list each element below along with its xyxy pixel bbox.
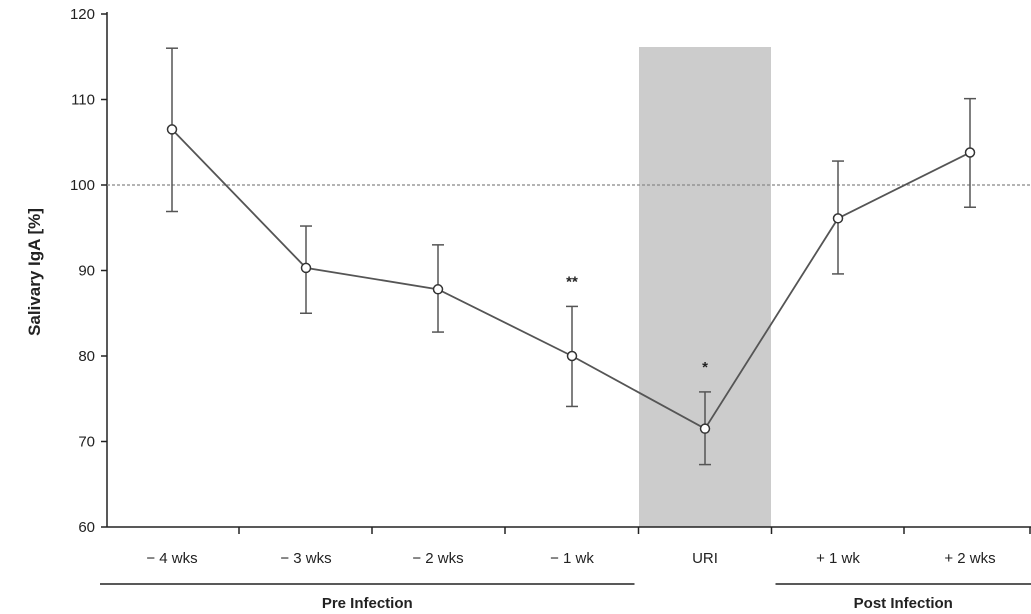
significance-marker: ** — [566, 273, 578, 290]
group-label: Pre Infection — [322, 595, 413, 612]
axes: 60 70 80 90 100 110 120 − 4 wks − 3 wks − 2 wks − … — [70, 6, 1031, 567]
y-tick-label: 120 — [70, 6, 95, 23]
data-points — [166, 124, 976, 434]
data-point — [432, 284, 444, 295]
significance-marker: * — [702, 359, 708, 376]
x-tick-label: + 1 wk — [816, 550, 860, 567]
data-point — [832, 213, 844, 224]
y-axis-title: Salivary IgA [%] — [25, 208, 44, 336]
data-point — [964, 147, 976, 158]
y-tick-label: 90 — [78, 263, 95, 280]
group-labels: Pre Infection Post Infection — [100, 583, 1031, 612]
data-point — [566, 350, 578, 362]
group-label: Post Infection — [854, 595, 953, 612]
y-tick-label: 110 — [71, 92, 95, 109]
x-tick-label: − 4 wks — [146, 550, 197, 567]
x-tick-label: + 2 wks — [944, 550, 995, 567]
data-point — [300, 262, 312, 274]
y-tick-label: 100 — [70, 177, 95, 194]
x-tick-label: − 2 wks — [412, 550, 463, 567]
significance-annotations: *** — [566, 273, 708, 376]
x-tick-label: − 3 wks — [280, 550, 331, 567]
error-bars — [166, 47, 976, 466]
x-tick-label: URI — [692, 550, 718, 567]
x-tick-label: − 1 wk — [550, 550, 594, 567]
data-point — [166, 124, 178, 135]
y-tick-label: 70 — [78, 434, 95, 451]
y-tick-label: 80 — [78, 348, 95, 365]
y-tick-label: 60 — [78, 519, 95, 536]
data-point — [699, 423, 711, 434]
